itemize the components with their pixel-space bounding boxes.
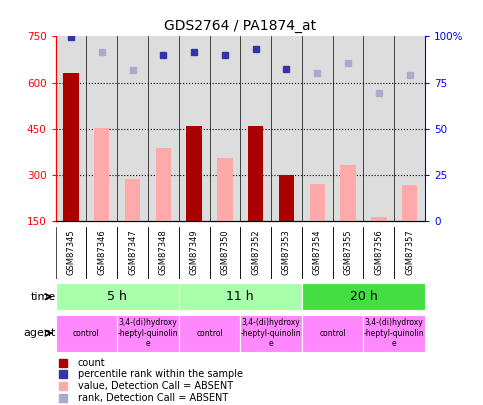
Text: GSM87346: GSM87346 [97, 229, 106, 275]
Bar [364, 315, 425, 352]
Text: GSM87348: GSM87348 [159, 229, 168, 275]
Text: rank, Detection Call = ABSENT: rank, Detection Call = ABSENT [78, 393, 228, 403]
Text: GSM87353: GSM87353 [282, 229, 291, 275]
Text: GSM87357: GSM87357 [405, 229, 414, 275]
Bar [279, 175, 294, 221]
Text: 5 h: 5 h [107, 290, 127, 303]
Bar [94, 128, 110, 221]
Text: 3,4-(di)hydroxy
-heptyl-quinolin
e: 3,4-(di)hydroxy -heptyl-quinolin e [364, 318, 425, 348]
Text: agent: agent [23, 328, 56, 338]
Text: GSM87349: GSM87349 [190, 229, 199, 275]
Bar [217, 158, 233, 221]
Text: GSM87350: GSM87350 [220, 229, 229, 275]
Text: 3,4-(di)hydroxy
-heptyl-quinolin
e: 3,4-(di)hydroxy -heptyl-quinolin e [241, 318, 301, 348]
Bar [186, 126, 202, 221]
Text: percentile rank within the sample: percentile rank within the sample [78, 369, 243, 379]
Bar [402, 185, 417, 221]
Title: GDS2764 / PA1874_at: GDS2764 / PA1874_at [164, 19, 316, 33]
Text: control: control [196, 328, 223, 338]
Bar [302, 283, 425, 310]
Bar [125, 179, 140, 221]
Text: 3,4-(di)hydroxy
-heptyl-quinolin
e: 3,4-(di)hydroxy -heptyl-quinolin e [117, 318, 178, 348]
Text: control: control [319, 328, 346, 338]
Text: 11 h: 11 h [227, 290, 254, 303]
Bar [63, 73, 79, 221]
Text: 20 h: 20 h [350, 290, 377, 303]
Text: GSM87356: GSM87356 [374, 229, 384, 275]
Text: GSM87347: GSM87347 [128, 229, 137, 275]
Text: control: control [73, 328, 99, 338]
Text: GSM87355: GSM87355 [343, 229, 353, 275]
Bar [179, 283, 302, 310]
Bar [248, 126, 263, 221]
Bar [56, 315, 117, 352]
Bar [240, 315, 302, 352]
Bar [156, 148, 171, 221]
Bar [302, 315, 364, 352]
Text: value, Detection Call = ABSENT: value, Detection Call = ABSENT [78, 381, 233, 391]
Text: GSM87354: GSM87354 [313, 229, 322, 275]
Bar [117, 315, 179, 352]
Text: GSM87352: GSM87352 [251, 229, 260, 275]
Bar [179, 315, 240, 352]
Text: time: time [30, 292, 56, 302]
Text: count: count [78, 358, 105, 368]
Text: GSM87345: GSM87345 [67, 229, 75, 275]
Bar [310, 185, 325, 221]
Bar [371, 217, 386, 221]
Bar [341, 165, 356, 221]
Bar [56, 283, 179, 310]
